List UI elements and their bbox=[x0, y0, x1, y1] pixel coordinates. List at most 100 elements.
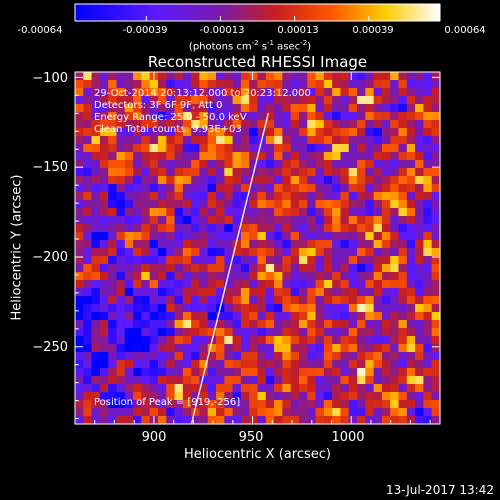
heatmap-cell bbox=[390, 376, 400, 385]
heatmap-cell bbox=[398, 208, 408, 217]
heatmap-cell bbox=[99, 224, 109, 233]
heatmap-cell bbox=[257, 304, 267, 313]
heatmap-cell bbox=[182, 232, 192, 241]
heatmap-cell bbox=[348, 232, 358, 241]
heatmap-cell bbox=[166, 384, 176, 393]
heatmap-cell bbox=[415, 128, 425, 137]
heatmap-cell bbox=[75, 368, 84, 377]
heatmap-cell bbox=[265, 144, 275, 153]
heatmap-cell bbox=[83, 224, 93, 233]
heatmap-cell bbox=[99, 72, 109, 81]
heatmap-cell bbox=[274, 160, 283, 169]
heatmap-cell bbox=[290, 328, 300, 337]
heatmap-cell bbox=[232, 136, 242, 145]
heatmap-cell bbox=[332, 224, 342, 233]
heatmap-cell bbox=[240, 384, 250, 393]
heatmap-cell bbox=[307, 152, 317, 161]
heatmap-cell bbox=[232, 80, 242, 89]
heatmap-cell bbox=[157, 312, 167, 321]
heatmap-cell bbox=[415, 120, 425, 129]
heatmap-cell bbox=[257, 264, 267, 273]
heatmap-cell bbox=[249, 192, 259, 201]
heatmap-cell bbox=[357, 336, 366, 345]
heatmap-cell bbox=[157, 184, 167, 193]
heatmap-cell bbox=[149, 352, 159, 361]
heatmap-cell bbox=[216, 112, 225, 121]
heatmap-cell bbox=[423, 232, 433, 241]
heatmap-cell bbox=[133, 416, 142, 425]
heatmap-cell bbox=[182, 320, 192, 329]
heatmap-cell bbox=[191, 200, 201, 209]
heatmap-cell bbox=[415, 360, 425, 369]
heatmap-cell bbox=[83, 112, 93, 121]
heatmap-cell bbox=[182, 176, 192, 185]
heatmap-cell bbox=[274, 352, 283, 361]
heatmap-cell bbox=[157, 328, 167, 337]
heatmap-cell bbox=[207, 280, 217, 289]
heatmap-cell bbox=[323, 352, 333, 361]
heatmap-cell bbox=[108, 408, 118, 417]
heatmap-cell bbox=[141, 216, 151, 225]
heatmap-cell bbox=[290, 168, 300, 177]
heatmap-cell bbox=[390, 216, 400, 225]
heatmap-cell bbox=[265, 88, 275, 97]
heatmap-cell bbox=[124, 160, 134, 169]
heatmap-cell bbox=[357, 112, 366, 121]
heatmap-cell bbox=[315, 272, 325, 281]
heatmap-cell bbox=[381, 144, 391, 153]
heatmap-cell bbox=[332, 344, 342, 353]
heatmap-cell bbox=[365, 392, 375, 401]
heatmap-cell bbox=[398, 304, 408, 313]
heatmap-cell bbox=[166, 272, 176, 281]
heatmap-cell bbox=[332, 320, 342, 329]
heatmap-cell bbox=[149, 288, 159, 297]
heatmap-cell bbox=[290, 248, 300, 257]
heatmap-cell bbox=[224, 248, 234, 257]
heatmap-cell bbox=[298, 248, 308, 257]
heatmap-cell bbox=[199, 232, 209, 241]
heatmap-cell bbox=[240, 168, 250, 177]
heatmap-cell bbox=[423, 72, 433, 81]
heatmap-cell bbox=[216, 88, 225, 97]
heatmap-cell bbox=[381, 392, 391, 401]
heatmap-cell bbox=[232, 152, 242, 161]
heatmap-cell bbox=[91, 160, 101, 169]
heatmap-cell bbox=[199, 304, 209, 313]
heatmap-cell bbox=[191, 224, 201, 233]
heatmap-cell bbox=[249, 152, 259, 161]
heatmap-cell bbox=[116, 200, 126, 209]
heatmap-cell bbox=[290, 360, 300, 369]
heatmap-cell bbox=[174, 400, 184, 409]
footer-timestamp: 13-Jul-2017 13:42 bbox=[385, 483, 494, 497]
heatmap-cell bbox=[274, 88, 283, 97]
heatmap-cell bbox=[249, 344, 259, 353]
heatmap-cell bbox=[99, 104, 109, 113]
heatmap-cell bbox=[282, 72, 292, 81]
heatmap-cell bbox=[224, 232, 234, 241]
heatmap-cell bbox=[390, 328, 400, 337]
heatmap-cell bbox=[133, 328, 142, 337]
heatmap-cell bbox=[340, 224, 350, 233]
heatmap-cell bbox=[91, 72, 101, 81]
heatmap-cell bbox=[390, 184, 400, 193]
heatmap-cell bbox=[174, 184, 184, 193]
heatmap-cell bbox=[307, 200, 317, 209]
heatmap-cell bbox=[133, 120, 142, 129]
heatmap-cell bbox=[249, 368, 259, 377]
heatmap-cell bbox=[124, 272, 134, 281]
heatmap-cell bbox=[431, 312, 441, 321]
heatmap-cell bbox=[282, 312, 292, 321]
heatmap-cell bbox=[423, 416, 433, 425]
heatmap-cell bbox=[390, 384, 400, 393]
heatmap-cell bbox=[124, 128, 134, 137]
heatmap-cell bbox=[75, 376, 84, 385]
heatmap-cell bbox=[249, 352, 259, 361]
heatmap-cell bbox=[166, 96, 176, 105]
heatmap-cell bbox=[157, 256, 167, 265]
heatmap-cell bbox=[423, 360, 433, 369]
heatmap-cell bbox=[166, 72, 176, 81]
heatmap-cell bbox=[373, 216, 383, 225]
heatmap-cell bbox=[390, 128, 400, 137]
heatmap-cell bbox=[381, 88, 391, 97]
heatmap-cell bbox=[274, 72, 283, 81]
